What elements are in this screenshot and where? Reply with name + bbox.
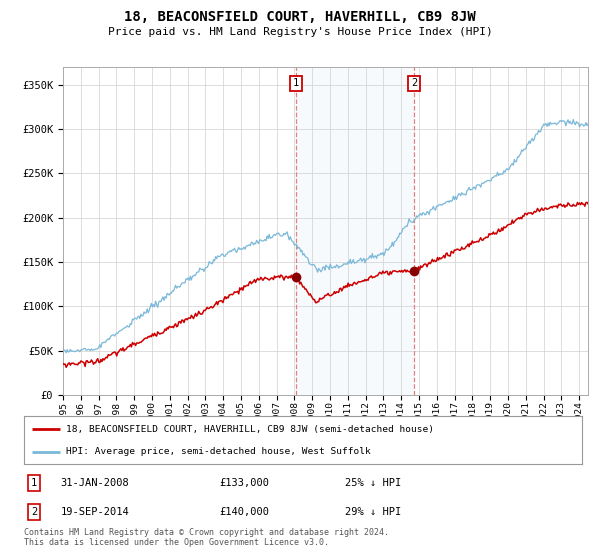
Text: 25% ↓ HPI: 25% ↓ HPI bbox=[345, 478, 401, 488]
Text: Price paid vs. HM Land Registry's House Price Index (HPI): Price paid vs. HM Land Registry's House … bbox=[107, 27, 493, 37]
Bar bbox=[296, 67, 414, 395]
Text: 1: 1 bbox=[31, 478, 37, 488]
Text: 2: 2 bbox=[411, 78, 417, 88]
Text: Contains HM Land Registry data © Crown copyright and database right 2024.
This d: Contains HM Land Registry data © Crown c… bbox=[24, 528, 389, 547]
Text: 1: 1 bbox=[293, 78, 299, 88]
Text: 18, BEACONSFIELD COURT, HAVERHILL, CB9 8JW: 18, BEACONSFIELD COURT, HAVERHILL, CB9 8… bbox=[124, 10, 476, 24]
Text: 19-SEP-2014: 19-SEP-2014 bbox=[60, 507, 129, 517]
Text: £140,000: £140,000 bbox=[220, 507, 269, 517]
Text: 29% ↓ HPI: 29% ↓ HPI bbox=[345, 507, 401, 517]
Text: 31-JAN-2008: 31-JAN-2008 bbox=[60, 478, 129, 488]
Text: £133,000: £133,000 bbox=[220, 478, 269, 488]
Text: 18, BEACONSFIELD COURT, HAVERHILL, CB9 8JW (semi-detached house): 18, BEACONSFIELD COURT, HAVERHILL, CB9 8… bbox=[66, 425, 434, 434]
Text: HPI: Average price, semi-detached house, West Suffolk: HPI: Average price, semi-detached house,… bbox=[66, 447, 371, 456]
Text: 2: 2 bbox=[31, 507, 37, 517]
